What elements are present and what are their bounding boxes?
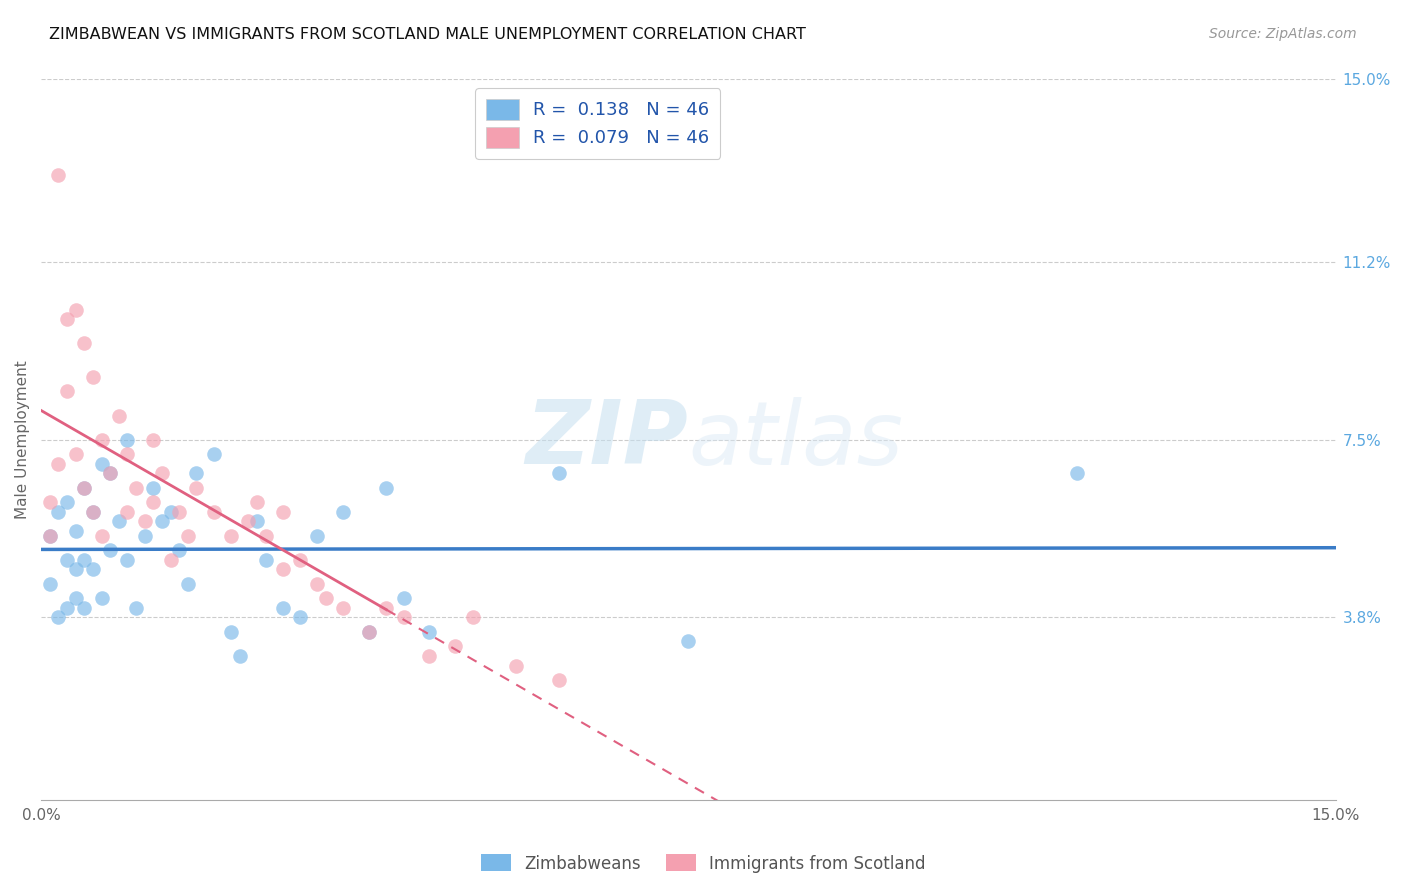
Point [98,467,121,481]
Point [461,610,484,624]
Point [90,433,112,447]
Point [82,370,104,384]
Point [548,673,571,687]
Point [38,529,60,543]
Point [142,481,165,495]
Point [271,562,294,576]
Point [90,457,112,471]
Point [73,481,96,495]
Point [159,505,181,519]
Point [332,505,354,519]
Point [238,514,260,528]
Text: Source: ZipAtlas.com: Source: ZipAtlas.com [1209,27,1357,41]
Point [73,481,96,495]
Point [73,600,96,615]
Point [167,543,190,558]
Text: atlas: atlas [689,397,903,483]
Point [167,505,190,519]
Point [125,600,148,615]
Point [98,543,121,558]
Point [48,610,70,624]
Point [65,591,87,606]
Point [418,624,440,639]
Point [332,600,354,615]
Point [418,648,440,663]
Point [1066,467,1088,481]
Point [107,409,129,423]
Point [254,553,277,567]
Point [392,610,415,624]
Point [254,529,277,543]
Point [142,433,165,447]
Point [56,312,79,326]
Point [117,505,139,519]
Point [117,447,139,461]
Point [177,529,200,543]
Point [98,467,121,481]
Y-axis label: Male Unemployment: Male Unemployment [15,360,30,519]
Point [219,624,242,639]
Point [246,514,269,528]
Point [307,576,329,591]
Text: ZIP: ZIP [526,396,689,483]
Point [82,505,104,519]
Point [56,600,79,615]
Point [73,553,96,567]
Legend: Zimbabweans, Immigrants from Scotland: Zimbabweans, Immigrants from Scotland [474,847,932,880]
Point [56,495,79,509]
Point [288,610,311,624]
Point [357,624,380,639]
Point [357,624,380,639]
Point [38,576,60,591]
Point [56,553,79,567]
Point [548,467,571,481]
Point [48,505,70,519]
Point [228,648,250,663]
Point [177,576,200,591]
Legend: R =  0.138   N = 46, R =  0.079   N = 46: R = 0.138 N = 46, R = 0.079 N = 46 [475,88,720,159]
Point [117,433,139,447]
Point [125,481,148,495]
Point [375,600,398,615]
Point [150,467,173,481]
Point [48,457,70,471]
Point [159,553,181,567]
Point [107,514,129,528]
Point [186,467,208,481]
Point [65,447,87,461]
Point [678,634,700,648]
Point [307,529,329,543]
Point [134,514,156,528]
Point [38,495,60,509]
Text: ZIMBABWEAN VS IMMIGRANTS FROM SCOTLAND MALE UNEMPLOYMENT CORRELATION CHART: ZIMBABWEAN VS IMMIGRANTS FROM SCOTLAND M… [49,27,806,42]
Point [219,529,242,543]
Point [150,514,173,528]
Point [392,591,415,606]
Point [90,529,112,543]
Point [444,640,467,654]
Point [56,384,79,399]
Point [73,336,96,351]
Point [38,529,60,543]
Point [65,302,87,317]
Point [48,168,70,182]
Point [315,591,337,606]
Point [271,600,294,615]
Point [202,505,225,519]
Point [82,562,104,576]
Point [65,562,87,576]
Point [202,447,225,461]
Point [375,481,398,495]
Point [288,553,311,567]
Point [505,658,527,673]
Point [90,591,112,606]
Point [65,524,87,538]
Point [271,505,294,519]
Point [134,529,156,543]
Point [246,495,269,509]
Point [117,553,139,567]
Point [186,481,208,495]
Point [82,505,104,519]
Point [142,495,165,509]
